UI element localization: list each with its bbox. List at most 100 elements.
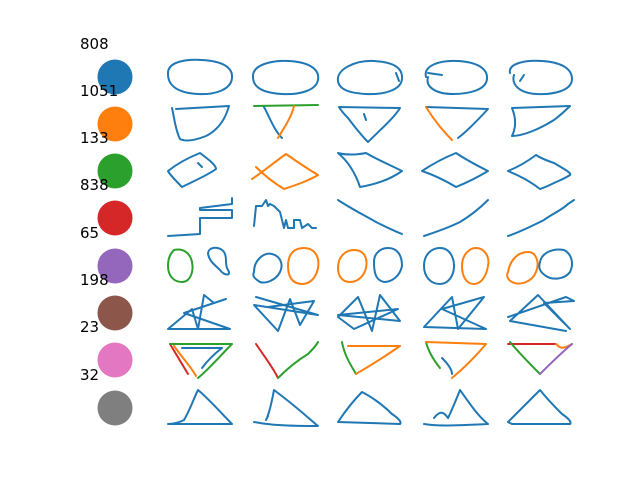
sketch-stroke <box>421 152 489 188</box>
sketch-stroke <box>423 199 489 237</box>
sketch-stroke <box>425 106 453 141</box>
sketch-stroke <box>252 252 283 284</box>
cluster-color-dot <box>97 390 133 426</box>
sketch-stroke <box>166 58 234 96</box>
cluster-color-dot <box>97 342 133 378</box>
zigzag-line-sketch-icon <box>507 199 575 237</box>
cluster-color-dot <box>97 295 133 331</box>
sketch-stroke <box>507 389 572 425</box>
sketch-stroke <box>425 341 487 379</box>
cluster-count-label: 23 <box>80 318 99 336</box>
cluster-count-label: 1051 <box>80 82 118 100</box>
sketch-grid <box>166 58 575 427</box>
triangle-sketch-icon <box>423 389 489 427</box>
ellipse-sketch-icon <box>336 59 404 96</box>
triangle-sketch-icon <box>507 389 572 425</box>
sketch-stroke <box>337 199 403 235</box>
sketch-stroke <box>181 347 223 369</box>
ellipse-sketch-icon <box>166 58 234 96</box>
double-circle-sketch-icon <box>167 246 230 283</box>
sketch-stroke <box>538 248 573 280</box>
sketch-stroke <box>508 59 573 96</box>
double-circle-sketch-icon <box>423 247 490 285</box>
colored-inverted-triangle-sketch-icon <box>169 343 233 379</box>
cluster-count-label: 32 <box>80 366 99 384</box>
cluster-color-dot <box>97 153 133 189</box>
sketch-stroke <box>255 343 279 379</box>
ellipse-sketch-icon <box>424 59 489 95</box>
cluster-color-dot <box>97 200 133 236</box>
sketch-stroke <box>461 247 490 285</box>
sketch-stroke <box>253 389 319 427</box>
star-sketch-icon <box>337 294 401 332</box>
sketch-stroke <box>425 106 489 139</box>
sketch-stroke <box>171 105 230 142</box>
colored-inverted-triangle-sketch-icon <box>425 341 487 379</box>
sketch-stroke <box>423 389 489 427</box>
sketch-stroke <box>507 199 575 237</box>
sketch-stroke <box>277 105 295 139</box>
sketch-stroke <box>336 59 404 96</box>
zigzag-line-sketch-icon <box>337 199 403 235</box>
sketch-stroke <box>341 341 357 375</box>
rhombus-sketch-icon <box>167 152 217 188</box>
sketch-stroke <box>506 251 539 285</box>
sketch-stroke <box>207 246 230 276</box>
inverted-triangle-sketch-icon <box>511 105 571 137</box>
sketch-stroke <box>287 247 320 285</box>
sketch-stroke <box>167 248 194 283</box>
triangle-sketch-icon <box>253 389 319 427</box>
double-circle-sketch-icon <box>252 247 320 285</box>
triangle-sketch-icon <box>167 389 233 425</box>
sketch-stroke <box>167 389 233 425</box>
cluster-legend: 808 1051 133 838 65 198 23 32 <box>80 35 133 426</box>
sketch-stroke <box>337 249 368 283</box>
zigzag-line-sketch-icon <box>167 197 233 237</box>
triangle-sketch-icon <box>337 391 402 425</box>
cluster-color-dot <box>97 106 133 142</box>
zigzag-line-sketch-icon <box>423 199 489 237</box>
colored-inverted-triangle-sketch-icon <box>341 341 401 375</box>
sketch-stroke <box>253 199 317 229</box>
sketch-stroke <box>511 105 571 137</box>
sketch-stroke <box>167 294 231 330</box>
sketch-stroke <box>277 341 319 379</box>
zigzag-line-sketch-icon <box>253 199 317 229</box>
sketch-stroke <box>539 343 573 375</box>
double-circle-sketch-icon <box>506 248 573 285</box>
sketch-stroke <box>169 343 233 379</box>
sketch-stroke <box>423 296 487 330</box>
star-sketch-icon <box>167 294 231 330</box>
sketch-stroke <box>337 152 403 188</box>
sketch-stroke <box>337 391 402 425</box>
inverted-triangle-sketch-icon <box>253 104 319 139</box>
cluster-count-label: 133 <box>80 129 109 147</box>
rhombus-sketch-icon <box>251 153 319 190</box>
sketch-stroke <box>167 197 233 237</box>
sketch-stroke <box>253 296 319 332</box>
cluster-count-label: 65 <box>80 224 99 242</box>
cluster-count-label: 198 <box>80 271 109 289</box>
ellipse-sketch-icon <box>251 59 320 96</box>
inverted-triangle-sketch-icon <box>425 106 489 141</box>
star-sketch-icon <box>423 296 487 330</box>
cluster-color-dot <box>97 59 133 95</box>
sketch-stroke <box>251 59 320 96</box>
star-sketch-icon <box>507 294 575 332</box>
cluster-count-label: 838 <box>80 176 109 194</box>
sketch-stroke <box>509 341 541 375</box>
sketch-stroke <box>423 247 455 285</box>
sketch-stroke <box>507 294 575 332</box>
colored-inverted-triangle-sketch-icon <box>507 341 573 375</box>
rhombus-sketch-icon <box>337 152 403 188</box>
sketch-stroke <box>167 152 217 188</box>
sketch-stroke <box>424 59 489 95</box>
sketch-stroke <box>253 104 319 107</box>
cluster-color-dot <box>97 248 133 284</box>
rhombus-sketch-icon <box>421 152 489 188</box>
sketch-stroke <box>337 294 401 332</box>
rhombus-sketch-icon <box>507 154 572 190</box>
colored-inverted-triangle-sketch-icon <box>255 341 319 379</box>
sketch-stroke <box>425 341 441 369</box>
